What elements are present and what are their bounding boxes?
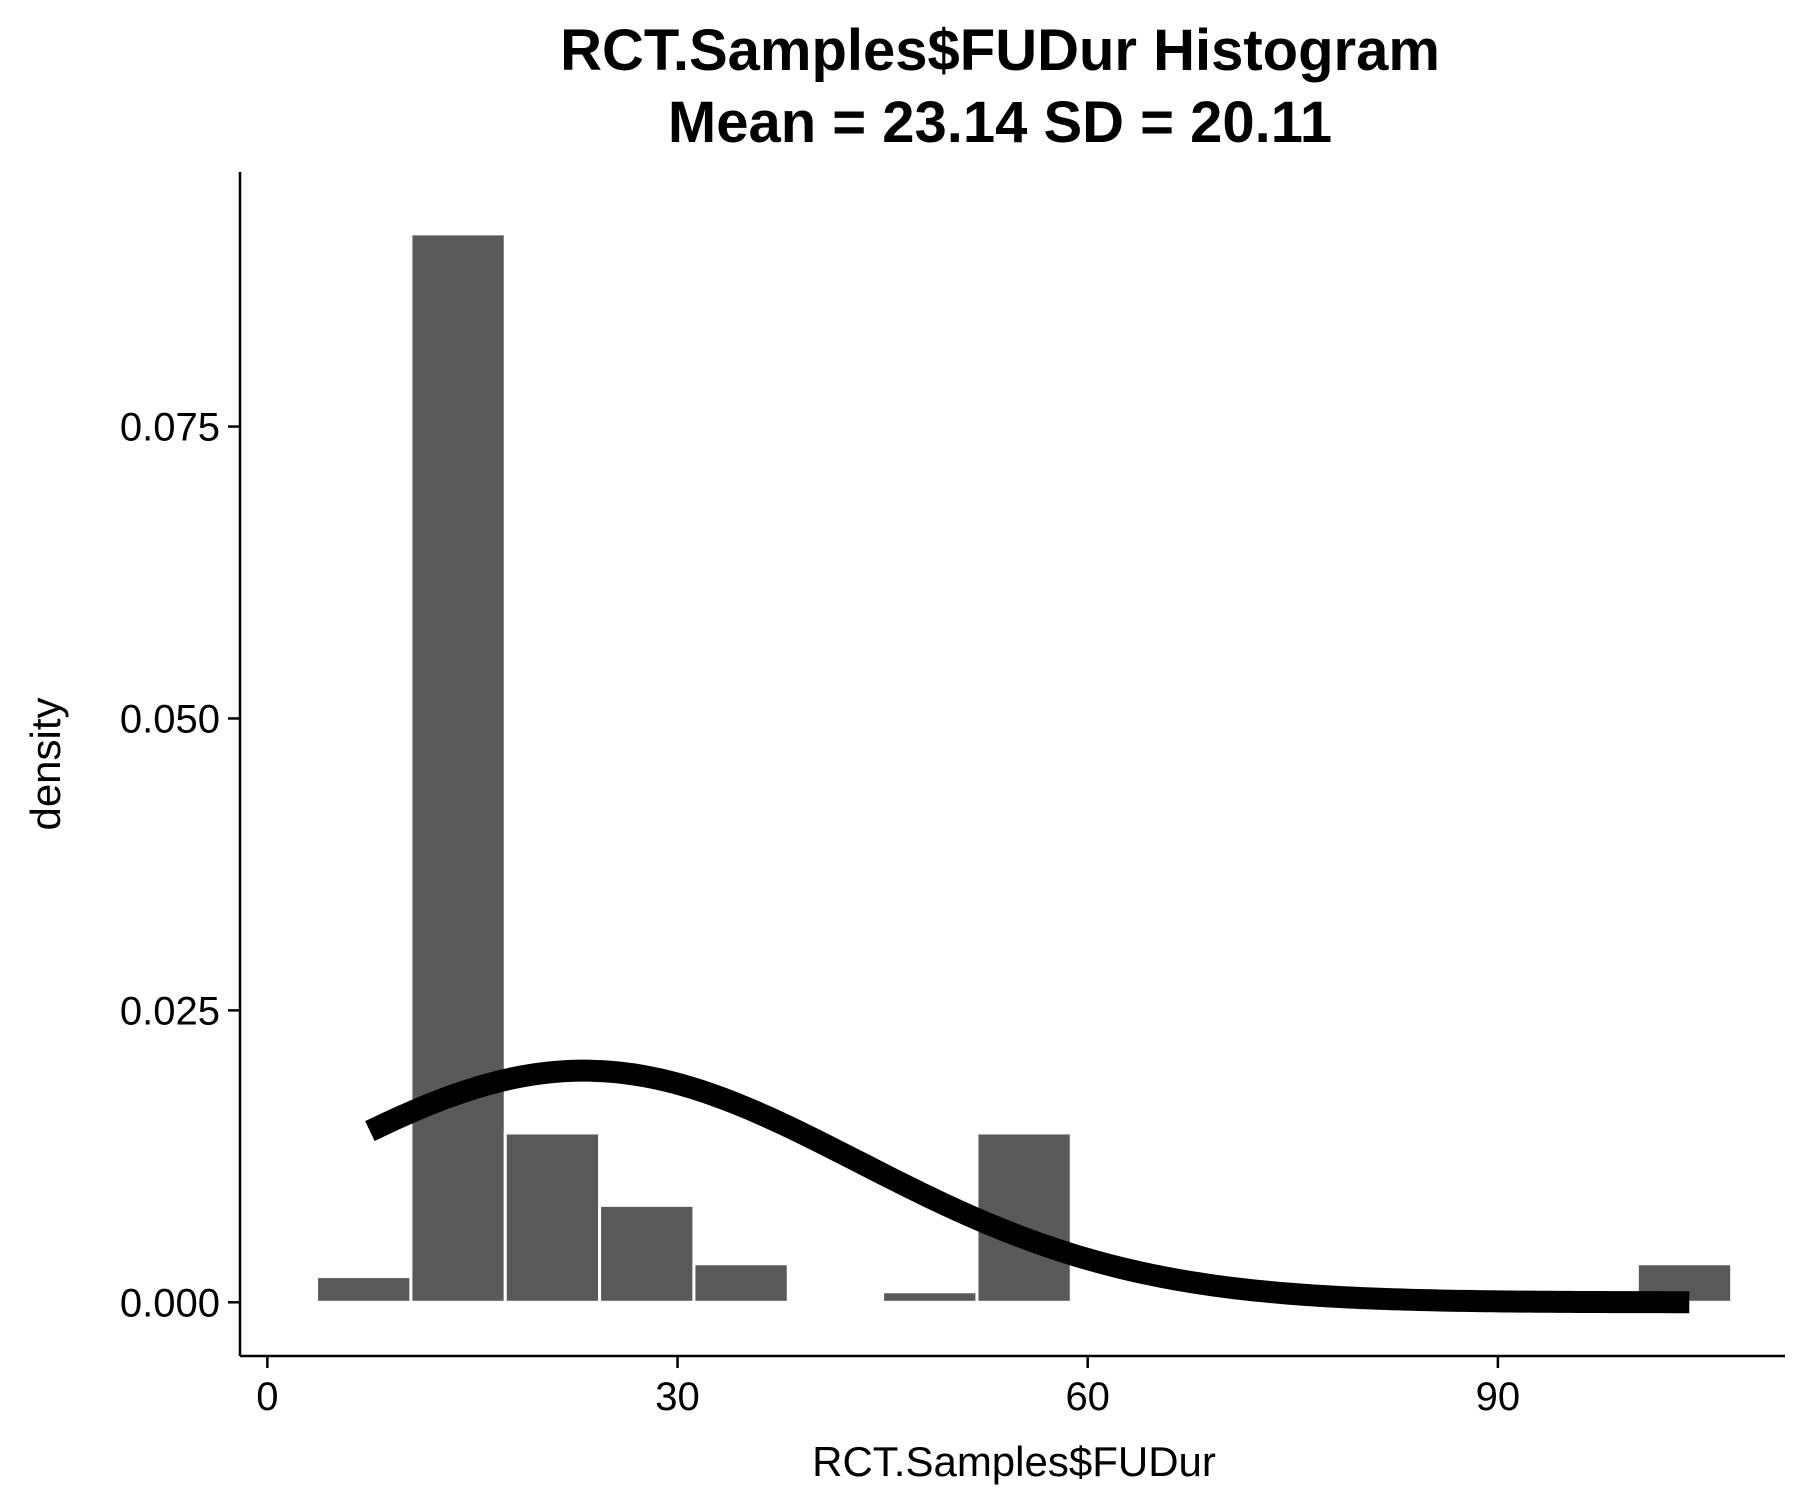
- histogram-bar: [409, 232, 507, 1304]
- histogram-bar: [881, 1290, 979, 1304]
- y-tick-label: 0.050: [120, 697, 220, 741]
- histogram-bar: [503, 1131, 602, 1304]
- histogram-bar: [315, 1275, 413, 1304]
- y-tick-label: 0.075: [120, 406, 220, 450]
- y-axis-ticks: 0.000 0.025 0.050 0.075: [120, 406, 240, 1325]
- x-axis-ticks: 0 30 60 90: [256, 1356, 1520, 1419]
- chart-title: RCT.Samples$FUDur Histogram: [560, 18, 1440, 83]
- x-tick-label: 0: [256, 1375, 278, 1419]
- x-axis-title: RCT.Samples$FUDur: [812, 1438, 1216, 1485]
- x-tick-label: 90: [1476, 1375, 1521, 1419]
- y-tick-label: 0.000: [120, 1281, 220, 1325]
- x-tick-label: 60: [1065, 1375, 1110, 1419]
- y-tick-label: 0.025: [120, 989, 220, 1033]
- y-axis-title: density: [22, 697, 69, 830]
- histogram-bars: [315, 232, 1734, 1304]
- normal-density-curve: [365, 1059, 1694, 1314]
- chart-subtitle: Mean = 23.14 SD = 20.11: [668, 90, 1332, 155]
- x-tick-label: 30: [655, 1375, 700, 1419]
- histogram-bar: [692, 1262, 790, 1304]
- histogram-bar: [598, 1203, 696, 1304]
